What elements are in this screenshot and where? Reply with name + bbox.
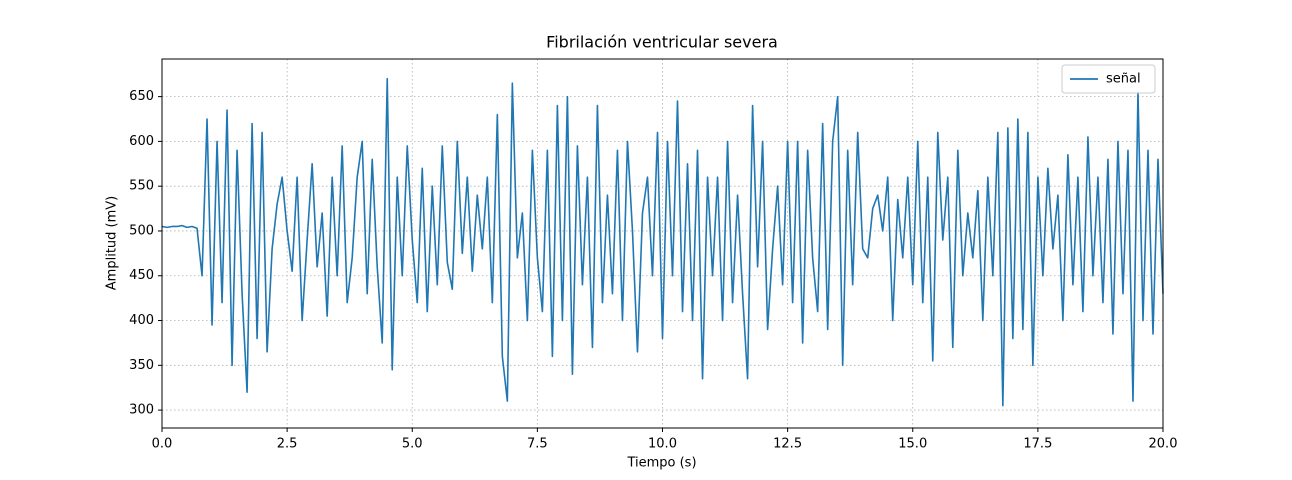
x-tick-label: 20.0 xyxy=(1149,437,1178,452)
plot-frame xyxy=(161,58,1164,429)
x-tick-label: 5.0 xyxy=(402,437,423,452)
y-tick-label: 450 xyxy=(129,268,154,283)
y-tick-label: 500 xyxy=(129,223,154,238)
legend-box xyxy=(1061,64,1156,94)
y-tick-label: 650 xyxy=(129,89,154,104)
legend-label: señal xyxy=(1106,72,1141,87)
x-tick-label: 0.0 xyxy=(152,437,173,452)
x-tick-label: 10.0 xyxy=(648,437,677,452)
x-tick-label: 7.5 xyxy=(527,437,548,452)
y-tick-label: 300 xyxy=(129,403,154,418)
chart-title: Fibrilación ventricular severa xyxy=(546,33,778,52)
y-tick-label: 550 xyxy=(129,179,154,194)
x-axis-label: Tiempo (s) xyxy=(626,456,696,471)
x-tick-label: 12.5 xyxy=(773,437,802,452)
x-tick-label: 15.0 xyxy=(898,437,927,452)
y-tick-label: 400 xyxy=(129,313,154,328)
x-tick-label: 17.5 xyxy=(1023,437,1052,452)
x-tick-label: 2.5 xyxy=(277,437,298,452)
y-axis-label: Amplitud (mV) xyxy=(105,196,120,290)
y-tick-label: 600 xyxy=(129,134,154,149)
y-tick-label: 350 xyxy=(129,358,154,373)
series-line xyxy=(161,77,1164,407)
